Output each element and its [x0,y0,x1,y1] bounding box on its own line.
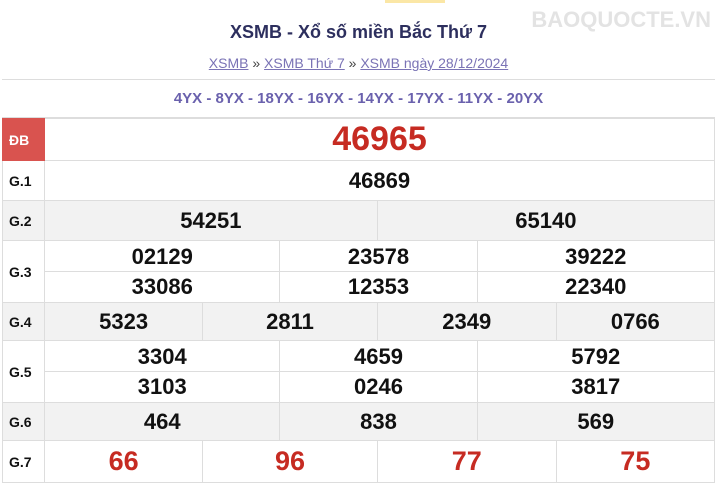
prize-label: G.1 [2,160,45,201]
prize-label: G.2 [2,200,45,241]
prize-value: 65140 [376,200,716,241]
prize-label: G.6 [2,402,45,441]
prize-value: 39222 [477,242,714,272]
prize-value: 12353 [347,273,410,299]
prize-value: 5792 [477,342,714,372]
prize-value: 3304 [45,342,280,372]
prize-value: 22340 [565,273,627,299]
prize-codes: 4YX - 8YX - 18YX - 16YX - 14YX - 17YX - … [2,80,715,118]
results-table: ĐB 46965 G.1 46869 G.2 54251 65140 G.3 0… [2,118,716,483]
prize-label: ĐB [2,118,45,161]
prize-value: 2349 [376,302,557,341]
row-db: ĐB 46965 [2,118,715,161]
row-g2: G.2 54251 65140 [2,200,716,241]
special-prize: 46965 [44,118,715,161]
prize-value: 3103 [137,373,187,399]
prize-value: 2811 [202,302,378,341]
prize-value: 23578 [280,242,477,272]
prize-label: G.4 [2,302,45,341]
row-g4: G.4 5323 2811 2349 0766 [2,302,716,341]
prize-value: 4659 [280,342,477,372]
breadcrumb-xsmb-date[interactable]: XSMB ngày 28/12/2024 [360,55,509,71]
prize-value: 0766 [555,302,716,341]
top-accent [385,0,445,3]
page-title: XSMB - Xổ số miền Bắc Thứ 7 [229,22,488,42]
prize-value: 569 [476,402,715,441]
row-g6: G.6 464 838 569 [2,402,715,441]
prize-value: 5323 [43,302,204,341]
row-g7: G.7 66 96 77 75 [2,440,716,483]
breadcrumb: XSMB » XSMB Thứ 7 » XSMB ngày 28/12/2024 [2,55,715,71]
prize-label: G.7 [2,440,45,483]
row-g1: G.1 46869 [2,160,715,201]
prize-value: 838 [279,402,478,441]
prize-value: 33086 [131,273,193,299]
prize-value: 46869 [44,160,715,201]
prize-label: G.3 [2,240,45,303]
row-g3: G.3 02129 33086 23578 12353 39222 22340 [2,240,715,303]
breadcrumb-xsmb[interactable]: XSMB [208,55,249,71]
breadcrumb-separator: » [252,55,261,71]
prize-value: 75 [555,440,716,483]
header: XSMB - Xổ số miền Bắc Thứ 7 XSMB » XSMB … [2,2,715,80]
prize-value: 54251 [44,200,378,241]
prize-value: 3817 [571,373,621,399]
prize-value: 77 [376,440,557,483]
row-g5: G.5 3304 3103 4659 0246 5792 3817 [2,340,715,403]
prize-value: 464 [43,402,281,441]
prize-value: 0246 [354,373,403,399]
prize-value: 66 [43,440,204,483]
prize-value: 02129 [45,242,280,272]
watermark: BAOQUOCTE.VN [531,7,711,32]
prize-value: 96 [202,440,378,483]
breadcrumb-xsmb-thu7[interactable]: XSMB Thứ 7 [264,55,345,71]
breadcrumb-separator: » [348,55,357,71]
prize-label: G.5 [2,340,45,403]
